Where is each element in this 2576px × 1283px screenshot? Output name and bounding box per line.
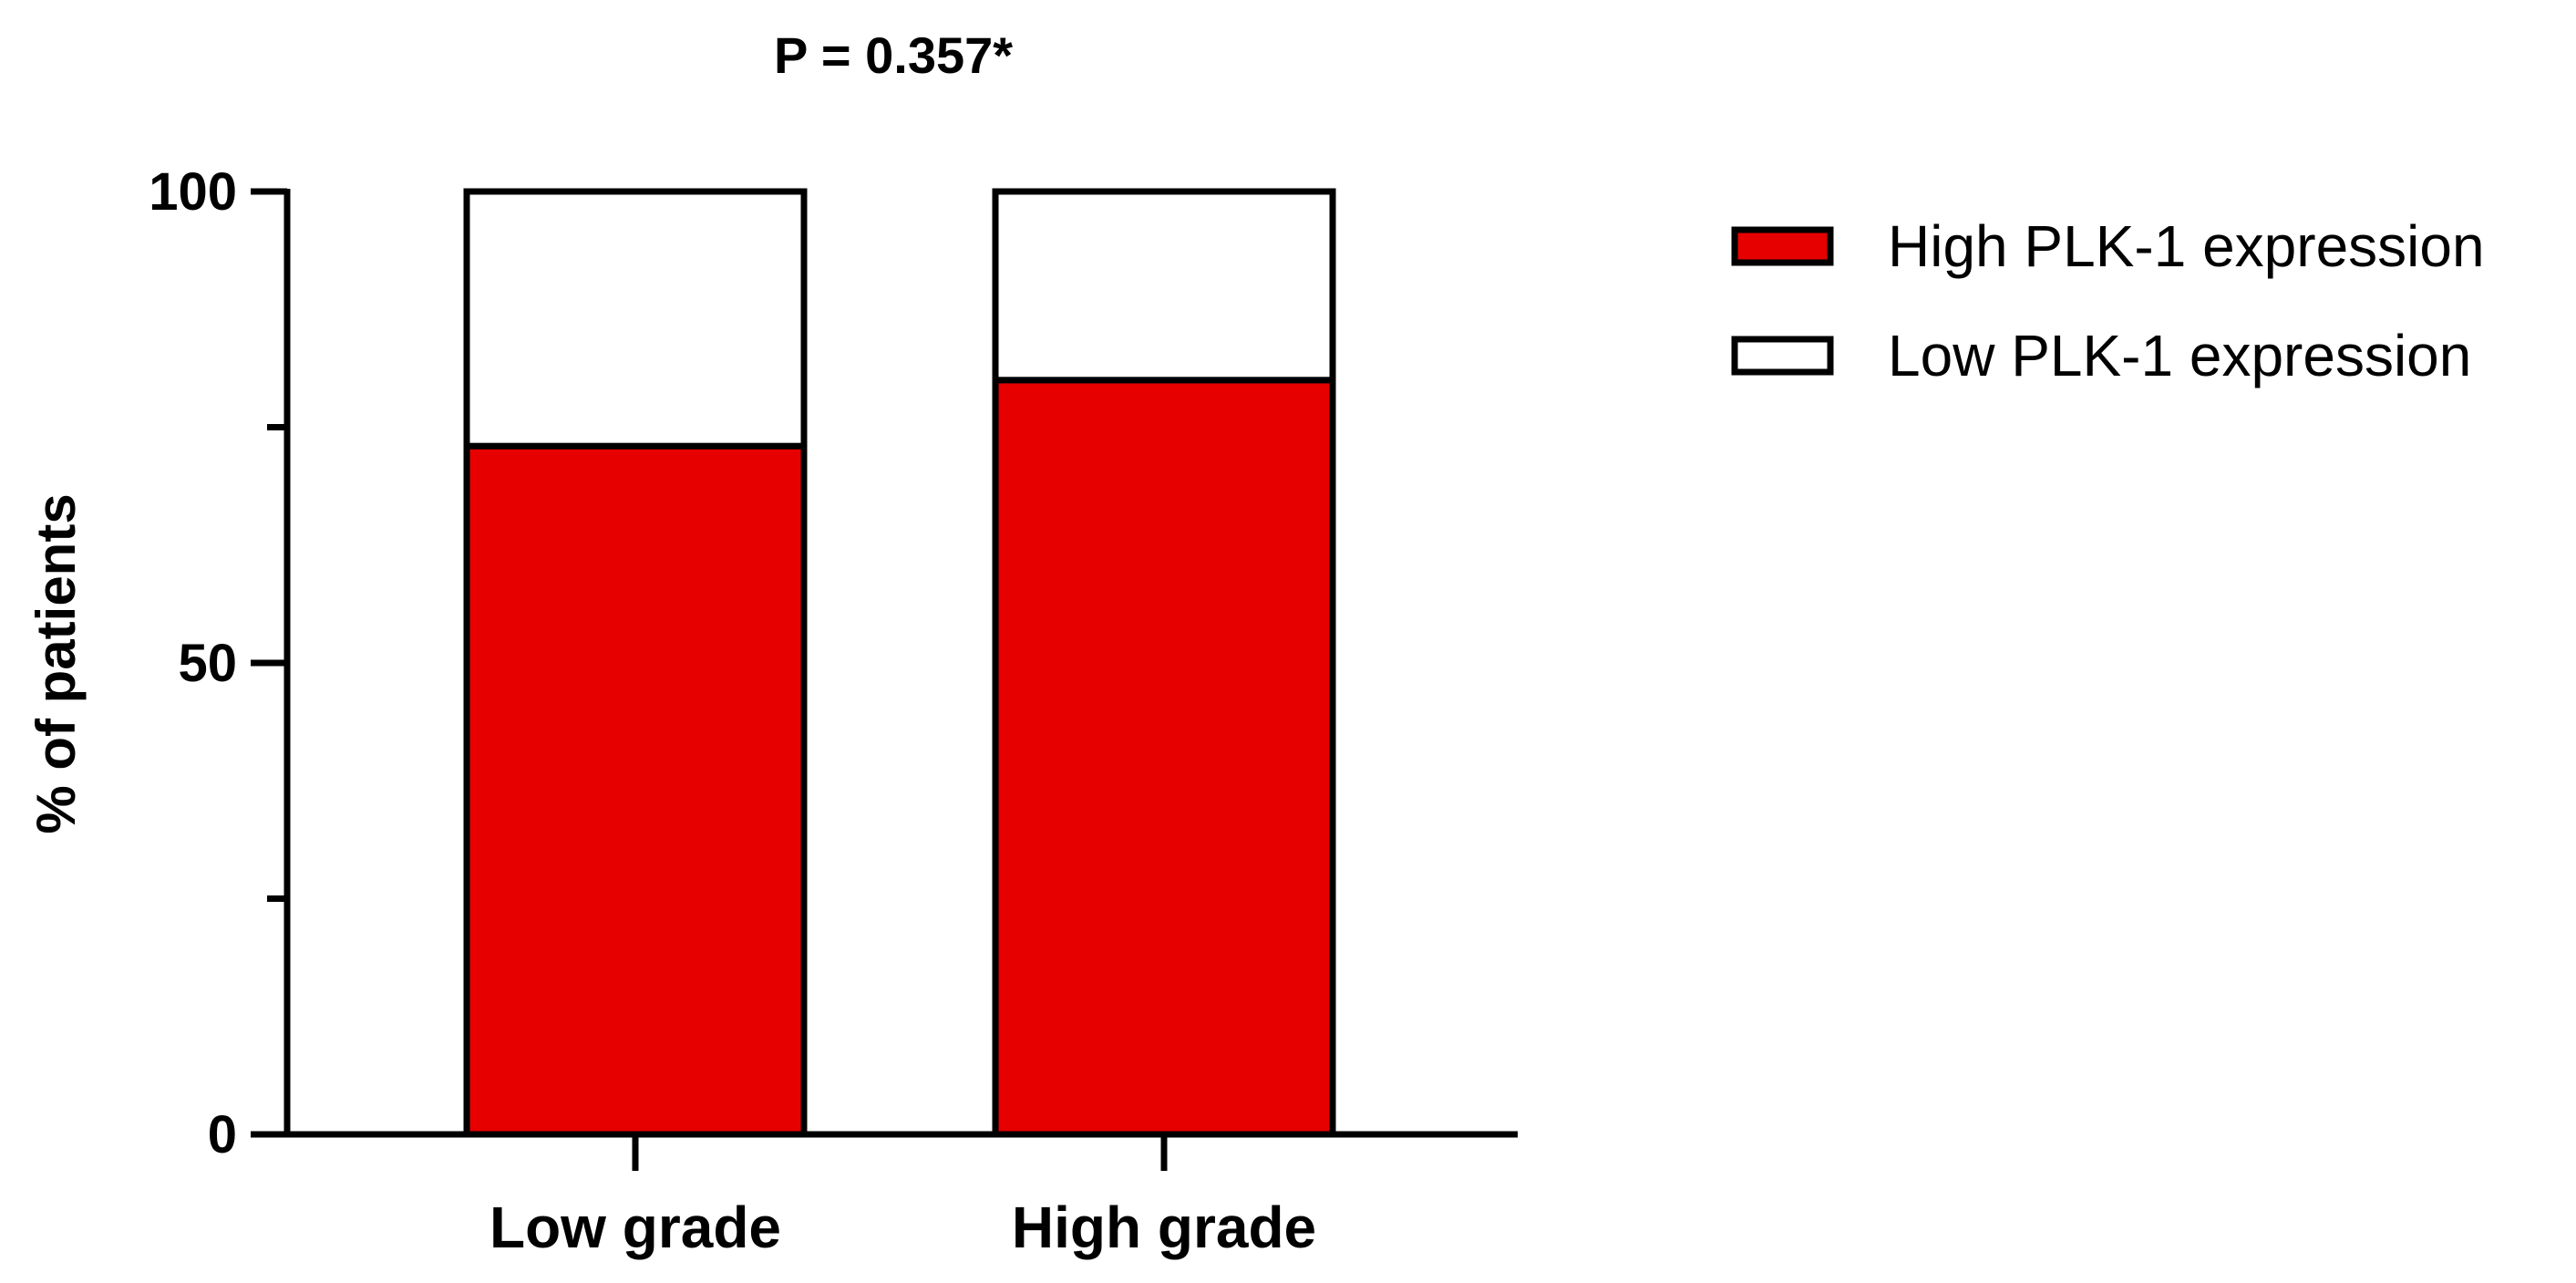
legend-swatch-low-plk-1-expression <box>1731 336 1834 376</box>
bars-layer <box>463 188 1336 1138</box>
y-tick-label-50: 50 <box>178 634 237 693</box>
bar-high-grade-high-plk-1-expression <box>992 377 1336 1138</box>
chart-title: P = 0.357* <box>774 26 1013 84</box>
bar-low-grade-high-plk-1-expression <box>463 442 808 1138</box>
legend: High PLK-1 expression Low PLK-1 expressio… <box>1731 213 2485 388</box>
x-categories-layer: Low grade High grade <box>489 1134 1316 1260</box>
y-tick-label-0: 0 <box>208 1105 237 1164</box>
x-tick-label-low-grade: Low grade <box>489 1195 781 1260</box>
y-ticks-layer: 0 50 100 <box>149 162 287 1164</box>
legend-label-low-plk-1-expression: Low PLK-1 expression <box>1888 323 2471 388</box>
x-tick-label-high-grade: High grade <box>1012 1195 1316 1260</box>
legend-label-high-plk-1-expression: High PLK-1 expression <box>1888 213 2485 279</box>
bar-high-grade-low-plk-1-expression <box>992 188 1336 384</box>
y-tick-label-100: 100 <box>149 162 237 222</box>
y-axis-label: % of patients <box>26 493 87 833</box>
bar-low-grade-low-plk-1-expression <box>463 188 808 450</box>
legend-swatch-high-plk-1-expression <box>1731 226 1834 266</box>
